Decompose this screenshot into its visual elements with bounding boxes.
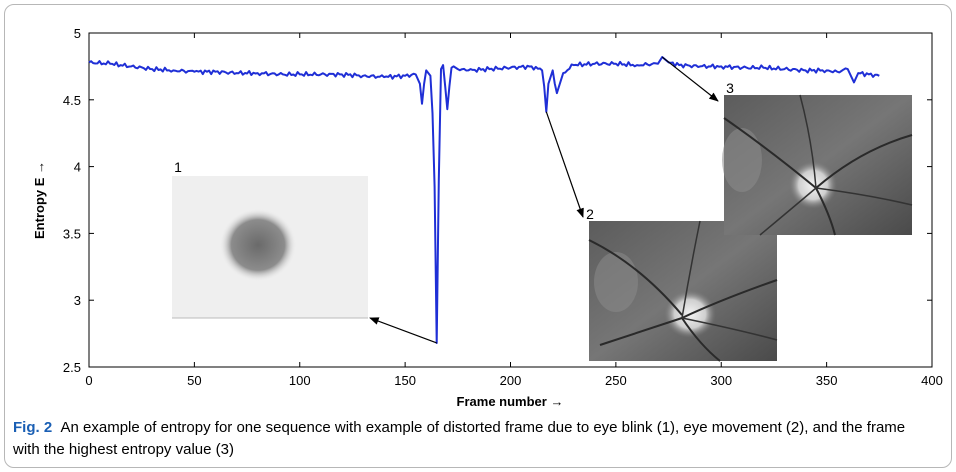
- inset-image-3: [722, 94, 913, 236]
- x-tick-label: 200: [500, 373, 522, 388]
- figure-caption: Fig. 2 An example of entropy for one seq…: [13, 417, 933, 461]
- x-tick-label: 50: [187, 373, 201, 388]
- y-tick-label: 3: [74, 293, 81, 308]
- callout-label: 1: [174, 159, 182, 175]
- y-tick-label: 5: [74, 26, 81, 41]
- callout-arrow: [661, 56, 719, 102]
- x-tick-label: 150: [394, 373, 416, 388]
- x-axis-label: Frame number →: [457, 394, 564, 409]
- y-tick-label: 4: [74, 160, 81, 175]
- y-tick-label: 4.5: [63, 93, 81, 108]
- x-tick-label: 350: [816, 373, 838, 388]
- entropy-series-line: [88, 56, 880, 344]
- x-tick-label: 100: [289, 373, 311, 388]
- inset-image-2: [588, 220, 778, 362]
- callout-label: 2: [586, 206, 594, 222]
- y-tick-label: 2.5: [63, 360, 81, 375]
- axis-ticks: 0 50 100 150 200 250 300 350 400 2.5 3 3.5 4 4.5 5: [63, 26, 943, 388]
- y-axis-label: Entropy E →: [32, 161, 47, 239]
- callout-label: 3: [726, 80, 734, 96]
- caption-text: An example of entropy for one sequence w…: [13, 419, 906, 458]
- x-tick-label: 0: [85, 373, 92, 388]
- x-tick-label: 300: [710, 373, 732, 388]
- callout-arrow: [369, 317, 437, 344]
- inset-image-1: [172, 176, 368, 319]
- caption-label: Fig. 2: [13, 419, 53, 436]
- x-tick-label: 400: [921, 373, 943, 388]
- callouts: 1 2 3: [174, 56, 734, 344]
- figure-frame: [4, 4, 952, 468]
- y-tick-label: 3.5: [63, 226, 81, 241]
- x-tick-label: 250: [605, 373, 627, 388]
- callout-arrow: [545, 111, 584, 218]
